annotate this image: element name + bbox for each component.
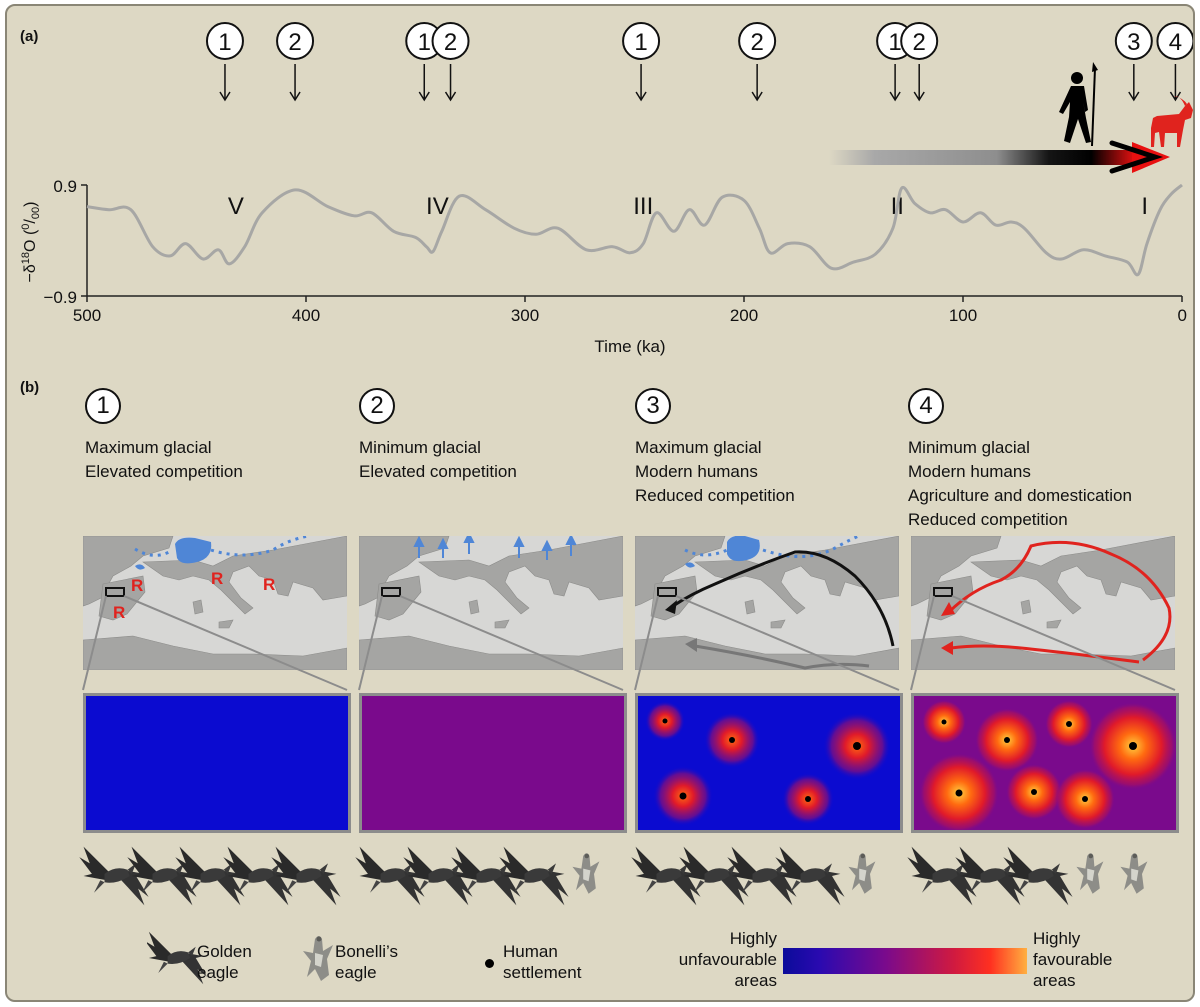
scenario-line: Minimum glacial (908, 438, 1030, 457)
x-tick-label: 200 (730, 306, 758, 325)
refugium-marker: R (131, 576, 143, 595)
bonelli-eagle-icon (848, 853, 876, 894)
svg-text:2: 2 (444, 29, 457, 56)
bonelli-eagle-icon (572, 853, 600, 894)
svg-text:1: 1 (888, 29, 901, 56)
svg-text:3: 3 (1127, 29, 1140, 56)
scenario-line: Modern humans (908, 462, 1031, 481)
scenario-number: 3 (635, 388, 671, 424)
panel-a-label: (a) (20, 28, 39, 45)
domestic-goat-icon (1151, 96, 1193, 147)
habitat-scenario-2 (359, 693, 627, 833)
legend-golden: Golden eagle (197, 942, 252, 982)
human-settlement-dot (955, 789, 963, 797)
scenario-line: Minimum glacial (359, 438, 481, 457)
legend-unfavourable: Highly unfavourable areas (678, 929, 777, 990)
x-tick-label: 300 (511, 306, 539, 325)
human-settlement-dot (853, 742, 861, 750)
bonelli-eagle-icon (1120, 853, 1148, 894)
zoom-connectors (82, 587, 1176, 691)
timeline-marker-2: 2 (431, 22, 470, 102)
legend-settlement: Human settlement (503, 942, 582, 982)
svg-text:2: 2 (750, 29, 763, 56)
human-settlement-dot (805, 796, 811, 802)
timeline-marker-3: 3 (1114, 22, 1153, 102)
human-settlement-dot (941, 719, 947, 725)
habitat-scenario-4 (911, 693, 1179, 833)
human-settlement-dot (1004, 737, 1010, 743)
habitat-scenario-1 (83, 693, 351, 833)
eagle-rows (79, 846, 1148, 906)
svg-text:2: 2 (913, 29, 926, 56)
scenario-line: Reduced competition (635, 486, 795, 505)
human-settlement-dot (679, 792, 687, 800)
x-tick-label: 0 (1178, 306, 1187, 325)
y-tick-bottom: −0.9 (43, 288, 77, 307)
interglacial-label: IV (426, 193, 449, 220)
modern-human-icon (1059, 62, 1098, 147)
svg-text:1: 1 (418, 29, 431, 56)
scenario-line: Elevated competition (85, 462, 243, 481)
scenario-line: Maximum glacial (85, 438, 212, 457)
y-tick-top: 0.9 (53, 177, 77, 196)
interglacial-label: III (633, 193, 653, 220)
isotope-curve (86, 183, 1183, 277)
human-settlement-dot (729, 737, 735, 743)
scenario-line: Elevated competition (359, 462, 517, 481)
scenario-line: Reduced competition (908, 510, 1068, 529)
settlement-dot-icon (485, 959, 494, 968)
x-axis-label: Time (ka) (594, 337, 665, 356)
timeline-marker-1: 1 (405, 22, 444, 102)
svg-text:4: 4 (1169, 29, 1182, 56)
x-tick-label: 400 (292, 306, 320, 325)
habitat-scenario-3 (635, 693, 903, 833)
timeline-marker-2: 2 (738, 22, 777, 102)
x-tick-label: 100 (949, 306, 977, 325)
x-tick-label: 500 (73, 306, 101, 325)
map-scenario-1: R R R R (83, 536, 347, 670)
timeline-marker-1: 1 (205, 22, 244, 102)
scenario-line: Maximum glacial (635, 438, 762, 457)
svg-text:1: 1 (218, 29, 231, 56)
legend-bonelli: Bonelli’s eagle (335, 942, 399, 982)
interglacial-label: I (1141, 193, 1148, 220)
legend-favourable: Highly favourable areas (1033, 929, 1113, 990)
svg-text:1: 1 (634, 29, 647, 56)
refugium-marker: R (263, 575, 275, 594)
human-settlement-dot (662, 718, 668, 724)
timeline-marker-2: 2 (276, 22, 315, 102)
human-settlement-dot (1082, 796, 1088, 802)
human-settlement-dot (1031, 789, 1037, 795)
refugium-marker: R (113, 603, 125, 622)
scenario-line: Agriculture and domestication (908, 486, 1132, 505)
map-scenario-2 (359, 536, 623, 670)
timeline-marker-4: 4 (1156, 22, 1193, 102)
interglacial-label: V (228, 193, 244, 220)
refugium-marker: R (211, 569, 223, 588)
scenario-line: Modern humans (635, 462, 758, 481)
bonelli-eagle-icon (1076, 853, 1104, 894)
habitat-suitability-colorbar (783, 948, 1027, 974)
human-presence-arrow (829, 140, 1170, 174)
human-settlement-dot (1066, 721, 1072, 727)
scenario-number: 4 (908, 388, 944, 424)
scenario-number: 2 (359, 388, 395, 424)
panel-b-label: (b) (20, 379, 40, 396)
northward-arrows (413, 536, 577, 560)
timeline-marker-1: 1 (622, 22, 661, 102)
svg-text:2: 2 (288, 29, 301, 56)
timeline-marker-2: 2 (900, 22, 939, 102)
human-settlement-dot (1129, 742, 1137, 750)
scenario-number: 1 (85, 388, 121, 424)
